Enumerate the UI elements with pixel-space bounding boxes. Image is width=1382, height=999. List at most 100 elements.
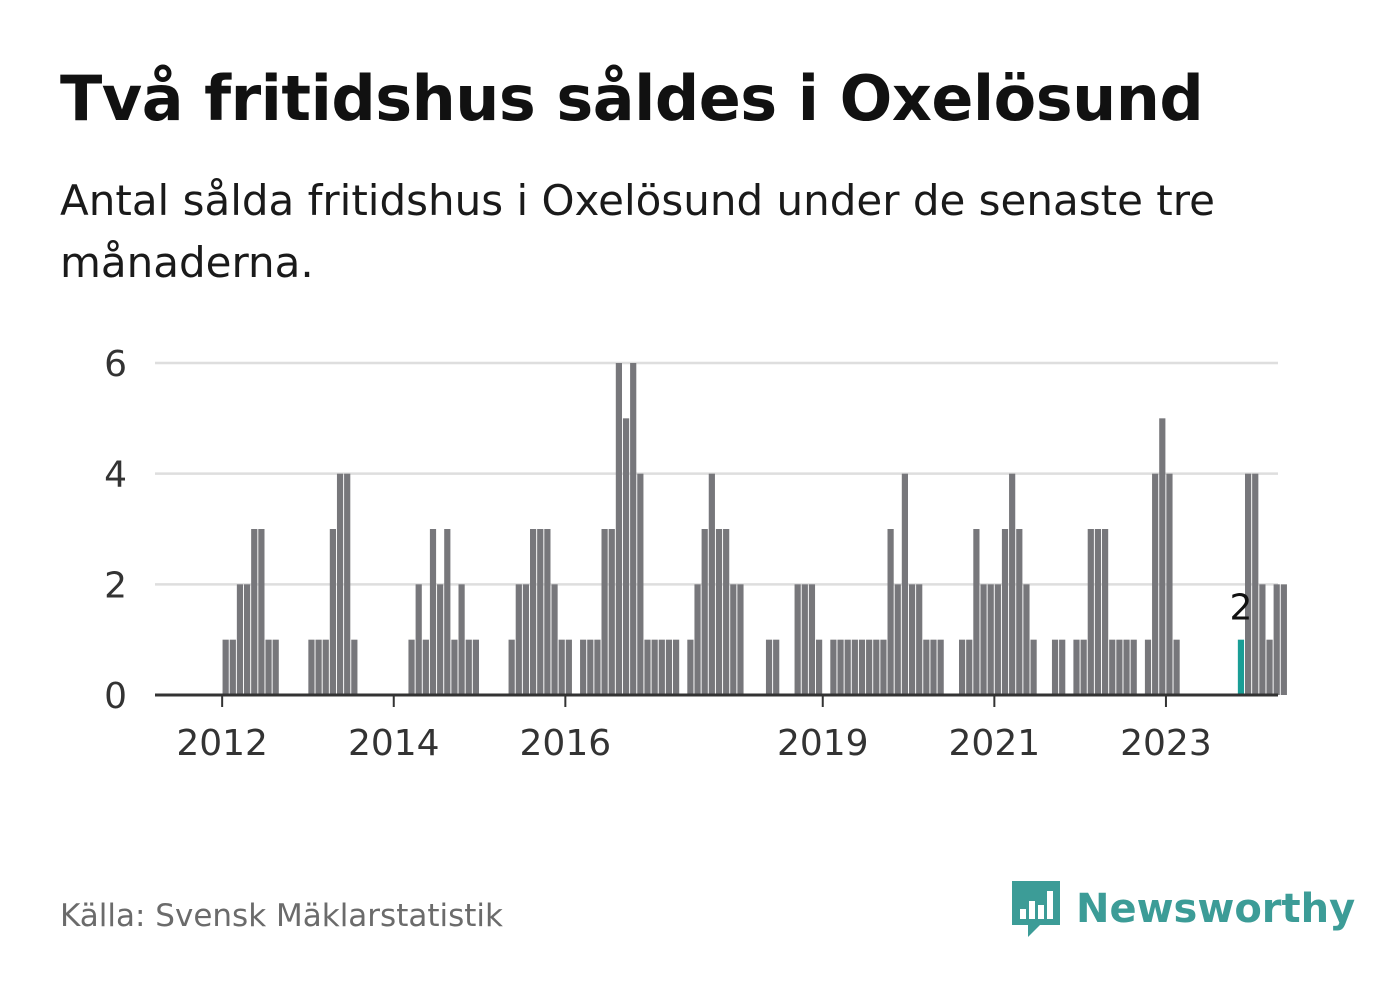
bar [851, 639, 858, 695]
bar [429, 529, 437, 695]
bar [1173, 639, 1180, 695]
bar [1016, 529, 1023, 695]
bar [858, 639, 866, 695]
bar [329, 529, 336, 695]
y-tick-label: 6 [104, 344, 127, 385]
bar [422, 639, 429, 695]
bar-highlight [1237, 639, 1245, 695]
bar [322, 639, 329, 695]
bar [987, 584, 994, 695]
bar [1130, 639, 1137, 695]
bar [515, 584, 522, 695]
bar [644, 639, 651, 695]
x-tick-label: 2019 [777, 723, 869, 764]
y-tick-label: 0 [104, 676, 127, 717]
bar [336, 473, 344, 695]
x-tick-label: 2014 [348, 723, 440, 764]
x-tick-label: 2021 [949, 723, 1041, 764]
bar [937, 639, 944, 695]
bar [1087, 529, 1094, 695]
bar [673, 639, 680, 695]
bar [1102, 529, 1109, 695]
bar [894, 584, 901, 695]
x-tick-label: 2023 [1120, 723, 1212, 764]
bar [765, 639, 773, 695]
bar [1030, 639, 1037, 695]
bar [830, 639, 837, 695]
bar [966, 639, 973, 695]
bar [437, 584, 444, 695]
bar [1116, 639, 1123, 695]
bar [880, 639, 887, 695]
bar [737, 584, 744, 695]
bar [630, 363, 637, 695]
bar [265, 639, 272, 695]
bar [930, 639, 937, 695]
bar [308, 639, 315, 695]
bar [794, 584, 801, 695]
bar [715, 529, 723, 695]
bar [723, 529, 730, 695]
bar [622, 418, 630, 695]
bar [601, 529, 608, 695]
bar [444, 529, 451, 695]
bar [458, 584, 465, 695]
bar [587, 639, 594, 695]
bar [315, 639, 322, 695]
y-tick-label: 4 [104, 455, 127, 496]
bar [251, 529, 258, 695]
bar [658, 639, 665, 695]
bar [565, 639, 572, 695]
axis-labels: 0 2 4 6 2012 2014 2016 2019 2021 2023 2 [104, 344, 1252, 764]
bar [508, 639, 515, 695]
bar-chart: 0 2 4 6 2012 2014 2016 2019 2021 2023 2 [104, 344, 1287, 764]
bar [887, 529, 894, 695]
bar [344, 473, 351, 695]
chart-subtitle: Antal sålda fritidshus i Oxelösund under… [60, 176, 1215, 287]
bar [551, 584, 558, 695]
bar [1080, 639, 1087, 695]
y-tick-label: 2 [104, 565, 127, 606]
bar [558, 639, 565, 695]
x-tick-label: 2012 [176, 723, 268, 764]
bar [465, 639, 472, 695]
bar [1252, 473, 1259, 695]
bar [1001, 529, 1009, 695]
bar [229, 639, 236, 695]
bar [687, 639, 694, 695]
bar [522, 584, 530, 695]
bar [651, 639, 658, 695]
bar [908, 584, 916, 695]
bar [1259, 584, 1266, 695]
brand-logo[interactable]: Newsworthy [1010, 878, 1355, 940]
bar [272, 639, 279, 695]
bar [665, 639, 673, 695]
bar [923, 639, 930, 695]
bar [1073, 639, 1080, 695]
bar [844, 639, 851, 695]
bar [537, 529, 544, 695]
bar [451, 639, 458, 695]
bar [408, 639, 415, 695]
bar [916, 584, 923, 695]
bar [222, 639, 229, 695]
data-label-latest: 2 [1229, 588, 1252, 629]
bar [994, 584, 1001, 695]
bar [837, 639, 844, 695]
bar [244, 584, 251, 695]
bar [637, 473, 644, 695]
bar [1273, 584, 1280, 695]
bar [708, 473, 715, 695]
bar [615, 363, 622, 695]
bar [1166, 473, 1173, 695]
bar [1023, 584, 1030, 695]
bars [222, 363, 1287, 695]
source-note: Källa: Svensk Mäklarstatistik [60, 898, 503, 934]
bar [816, 639, 823, 695]
bar [608, 529, 615, 695]
bar [901, 473, 908, 695]
bar [1009, 473, 1016, 695]
bar [351, 639, 358, 695]
bar [1144, 639, 1152, 695]
bar [959, 639, 966, 695]
